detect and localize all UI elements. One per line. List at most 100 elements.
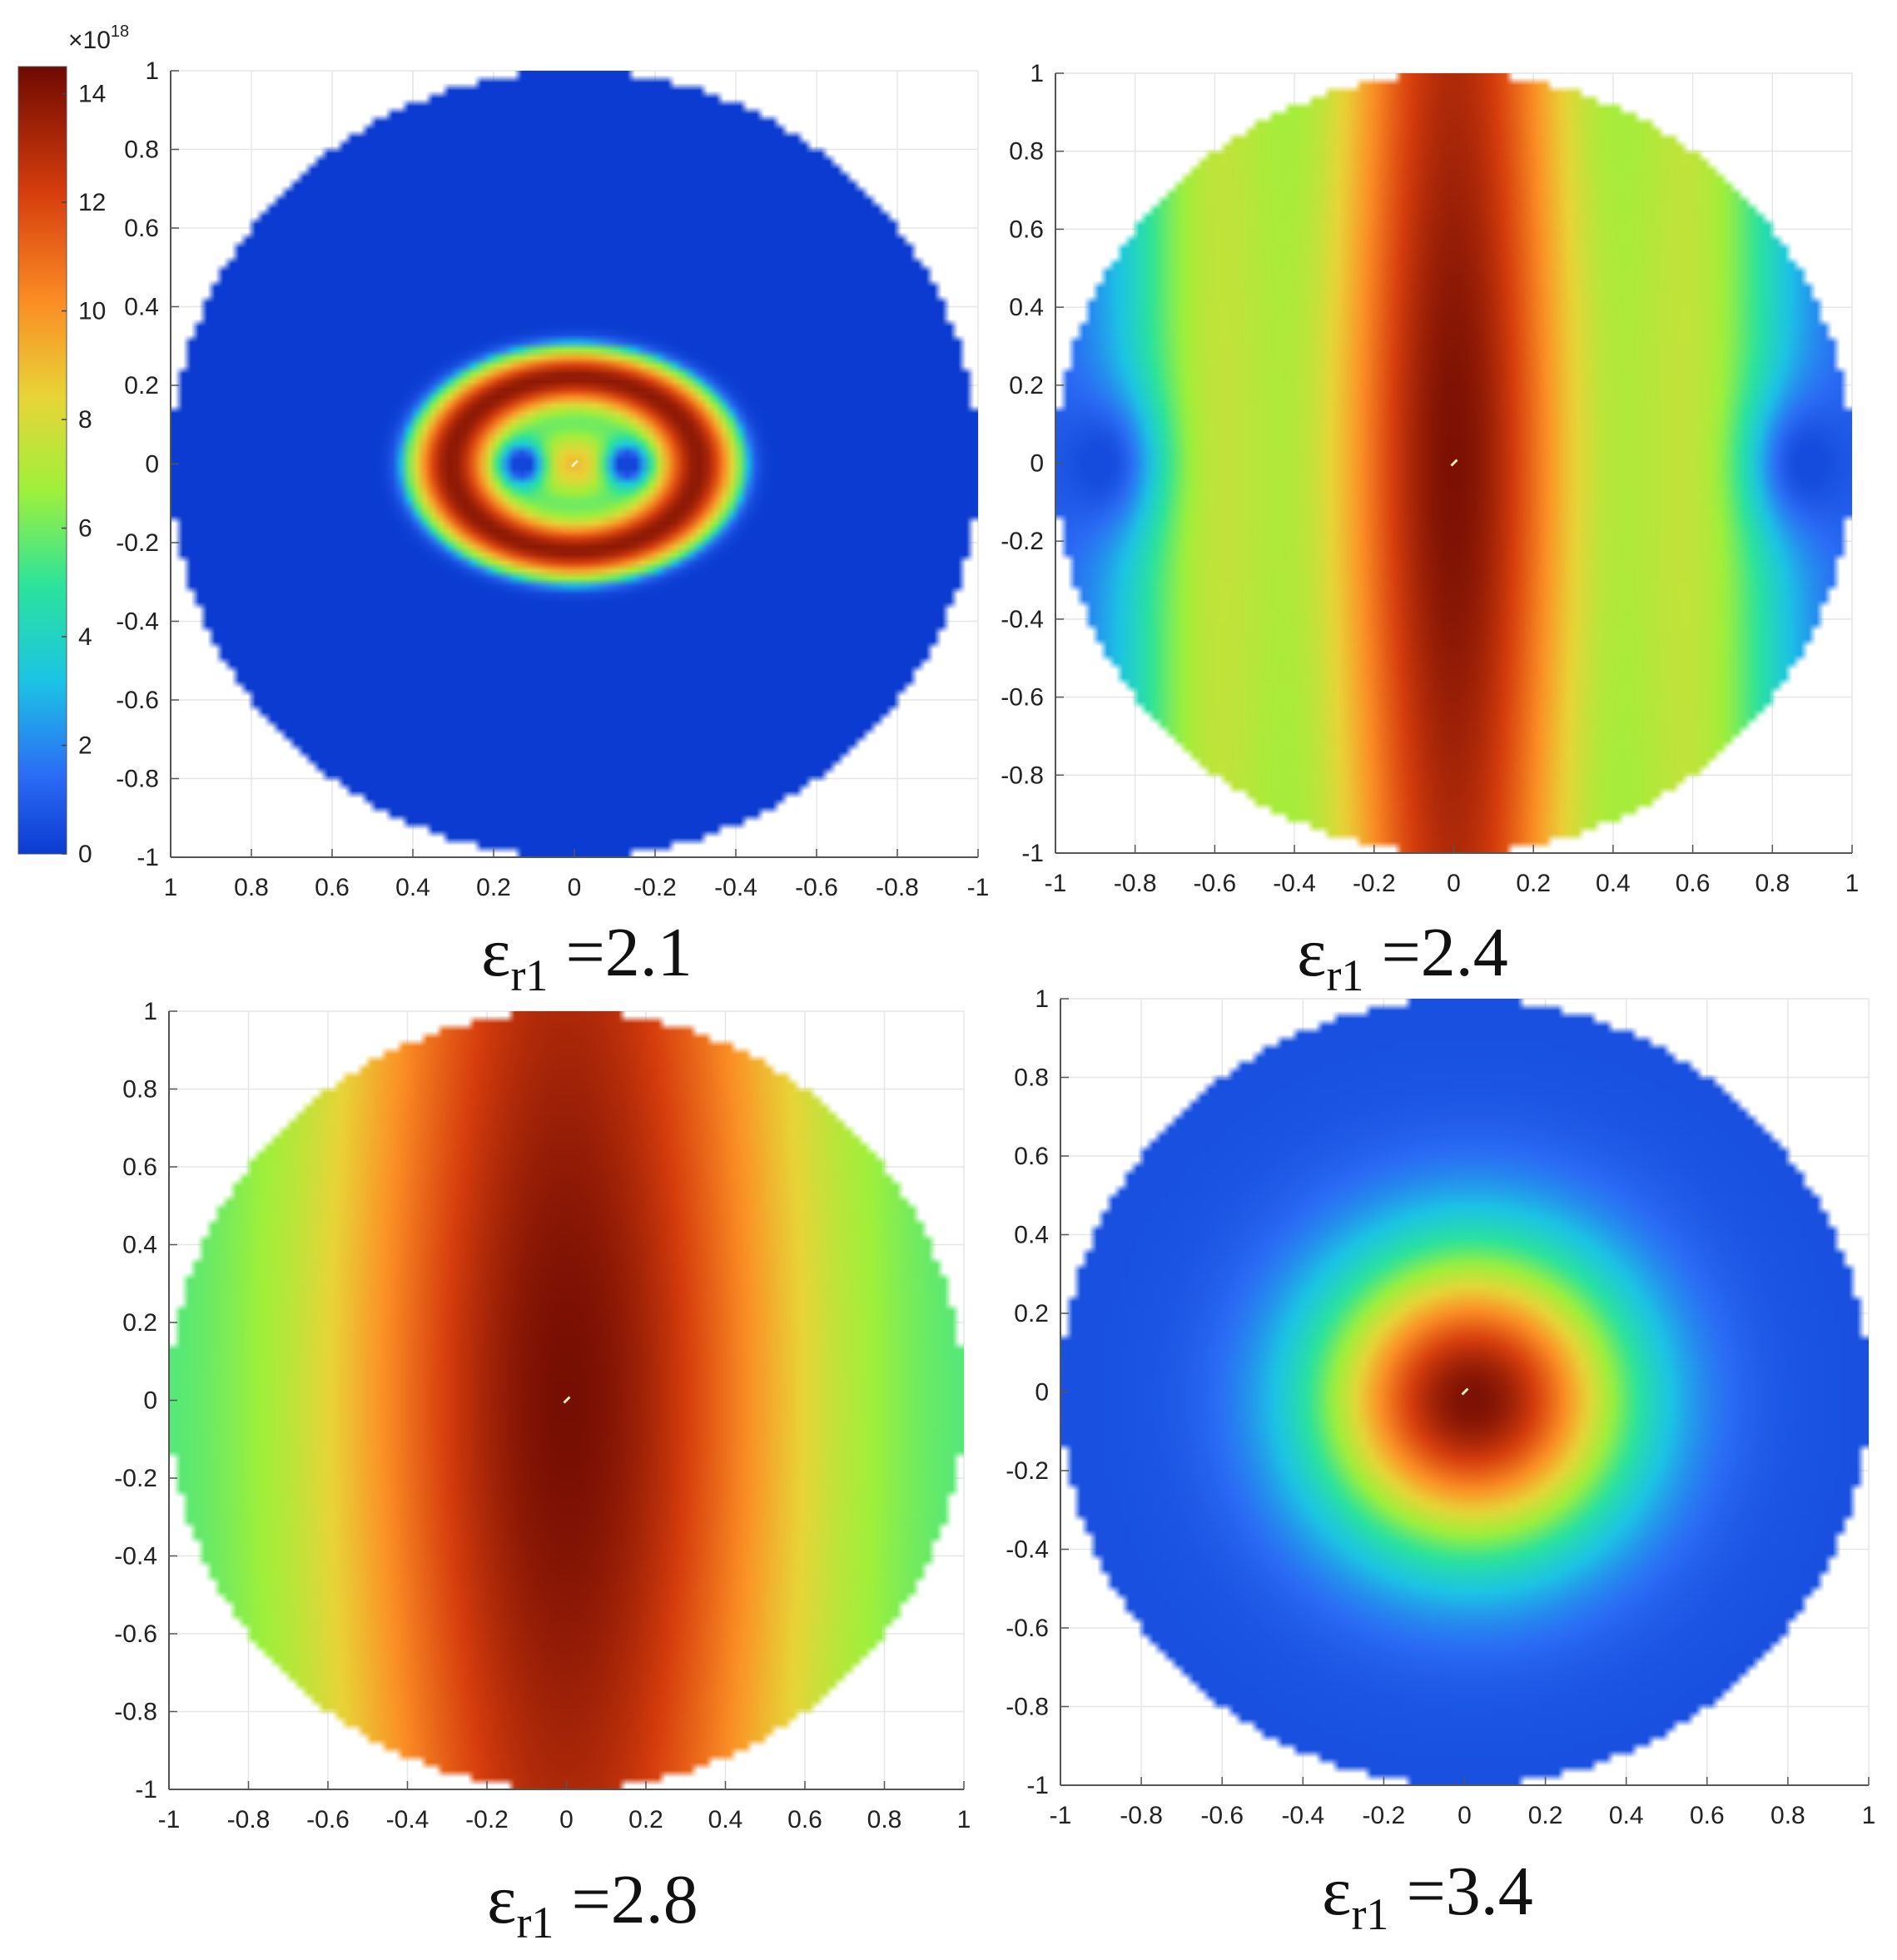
y-tick-label: -1	[1021, 840, 1044, 867]
y-tick-label: -1	[137, 844, 159, 871]
y-tick-label: -0.4	[1006, 1536, 1049, 1564]
x-tick-label: -0.6	[306, 1806, 350, 1833]
x-tick-label: 0.8	[1770, 1802, 1805, 1829]
y-tick-label: 0.8	[1014, 1064, 1049, 1092]
y-tick-label: 0.8	[122, 1076, 157, 1104]
axes: -1 -0.8 -0.6 -0.4 -0.2 0 0.2 0.4 0.6 0.8 1 1 0.8 0.6 0…	[114, 998, 971, 1833]
y-tick-label: 0.4	[124, 294, 159, 321]
y-tick-label: 1	[143, 998, 157, 1025]
axes: -1 -0.8 -0.6 -0.4 -0.2 0 0.2 0.4 0.6 0.8 1 1 0.8 0.6 0…	[1001, 60, 1859, 897]
x-tick-label: -0.8	[227, 1806, 271, 1833]
x-tick-label: -1	[1045, 870, 1067, 897]
x-tick-label: 0.8	[867, 1806, 902, 1833]
colorbar-tick-label: 10	[78, 298, 106, 325]
x-tick-label: -0.4	[714, 874, 757, 901]
panel-caption: εr1 =2.4	[1297, 914, 1508, 1000]
axes: -1 -0.8 -0.6 -0.4 -0.2 0 0.2 0.4 0.6 0.8 1 1 0.8 0.6 0…	[1006, 985, 1875, 1829]
y-tick-label: -0.8	[116, 766, 159, 793]
x-tick-label: 1	[957, 1806, 971, 1833]
center-marker	[1461, 1387, 1469, 1396]
y-tick-label: -0.2	[114, 1465, 157, 1492]
x-tick-label: -0.8	[1114, 870, 1157, 897]
colorbar-tick-label: 2	[78, 732, 92, 760]
x-tick-label: -0.4	[1273, 870, 1316, 897]
x-tick-label: -0.4	[386, 1806, 430, 1833]
x-tick-label: -0.2	[633, 874, 677, 901]
colorbar: ×1018 0 2 4 6 8 10 12 14	[17, 22, 129, 868]
x-tick-label: 1	[1845, 870, 1860, 897]
x-tick-label: -0.8	[876, 874, 919, 901]
y-tick-label: 0.8	[124, 136, 159, 164]
x-tick-label: -1	[967, 874, 990, 901]
x-tick-label: 1	[1862, 1802, 1876, 1829]
colorbar-tick-label: 8	[78, 406, 92, 434]
y-tick-label: 0	[145, 451, 159, 479]
x-tick-label: -1	[158, 1806, 181, 1833]
x-tick-label: -0.2	[465, 1806, 509, 1833]
y-tick-label: -0.6	[1006, 1615, 1049, 1642]
x-tick-label: 0.8	[234, 874, 269, 901]
y-tick-label: 0.6	[1009, 216, 1044, 243]
x-tick-label: 0.2	[628, 1806, 663, 1833]
y-tick-label: 0	[143, 1387, 157, 1415]
y-tick-label: 0.2	[124, 372, 159, 399]
panel-caption: εr1 =3.4	[1322, 1853, 1533, 1939]
y-tick-label: 0.6	[1014, 1143, 1049, 1170]
colorbar-tick-label: 6	[78, 515, 92, 543]
x-tick-label: -0.6	[1194, 870, 1237, 897]
panel-er1-2.8: εr1 =2.8 -1 -0.8 -0.6 -0.4 -0.2 0 0.2 0.4 0.6 0.8…	[114, 998, 971, 1948]
y-tick-label: 0.2	[1009, 372, 1044, 399]
x-tick-label: 1	[164, 874, 178, 901]
y-tick-label: -0.6	[1001, 684, 1044, 712]
x-tick-label: 0.4	[395, 874, 430, 901]
y-tick-label: 0.6	[122, 1154, 157, 1181]
y-tick-label: 0	[1035, 1379, 1049, 1407]
x-tick-label: 0.8	[1755, 870, 1790, 897]
y-tick-label: -0.8	[1001, 762, 1044, 789]
center-marker	[563, 1396, 571, 1404]
y-tick-label: -0.2	[1006, 1457, 1049, 1485]
y-tick-label: 0.4	[1014, 1222, 1049, 1249]
panel-caption: εr1 =2.8	[487, 1861, 698, 1948]
y-tick-label: 0.2	[1014, 1300, 1049, 1327]
colorbar-bar	[17, 66, 67, 855]
x-tick-label: -0.8	[1120, 1802, 1163, 1829]
y-tick-label: -0.4	[1001, 606, 1044, 633]
y-tick-label: 0.6	[124, 215, 159, 242]
x-tick-label: 0	[1458, 1802, 1472, 1829]
y-tick-label: 0.4	[122, 1232, 157, 1259]
y-tick-label: -0.2	[1001, 528, 1044, 555]
x-tick-label: 0.6	[1676, 870, 1711, 897]
y-tick-label: -0.8	[1006, 1694, 1049, 1721]
x-tick-label: 0.4	[708, 1806, 743, 1833]
y-tick-label: 1	[1035, 985, 1049, 1013]
colorbar-tick-label: 0	[78, 841, 92, 868]
y-tick-label: -0.8	[114, 1699, 157, 1726]
y-tick-label: -0.6	[114, 1620, 157, 1648]
x-tick-label: 0.2	[476, 874, 511, 901]
x-tick-label: 0	[559, 1806, 574, 1833]
y-tick-label: 0.8	[1009, 138, 1044, 166]
x-tick-label: 0	[1447, 870, 1461, 897]
x-tick-label: -0.6	[1200, 1802, 1244, 1829]
y-tick-label: -0.6	[116, 687, 159, 714]
x-tick-label: -1	[1050, 1802, 1072, 1829]
panel-er1-2.4: εr1 =2.4 -1 -0.8 -0.6 -0.4 -0.2 0 0.2 0.4 0.6 0.8…	[1001, 60, 1859, 1000]
x-tick-label: -0.6	[795, 874, 838, 901]
y-tick-label: 1	[1030, 60, 1044, 87]
x-tick-label: 0.4	[1609, 1802, 1644, 1829]
x-tick-label: 0.2	[1528, 1802, 1563, 1829]
panel-er1-2.1: εr1 =2.1 1 0.8 0.6 0.4 0.2 0 -0.2 -0.4 -0.6 -0.8 -…	[116, 57, 989, 1000]
y-tick-label: 1	[145, 57, 159, 85]
x-tick-label: -0.2	[1363, 1802, 1406, 1829]
colorbar-tick-label: 4	[78, 623, 92, 651]
axes: 1 0.8 0.6 0.4 0.2 0 -0.2 -0.4 -0.6 -0.8 -110.80.60…	[116, 57, 989, 901]
y-tick-label: -1	[135, 1776, 157, 1804]
y-tick-label: 0.4	[1009, 294, 1044, 321]
colorbar-multiplier: ×1018	[68, 22, 129, 54]
x-tick-label: 0.6	[787, 1806, 822, 1833]
panel-caption: εr1 =2.1	[481, 914, 693, 1000]
y-tick-label: -0.4	[116, 608, 159, 636]
y-tick-label: -0.4	[114, 1543, 157, 1570]
